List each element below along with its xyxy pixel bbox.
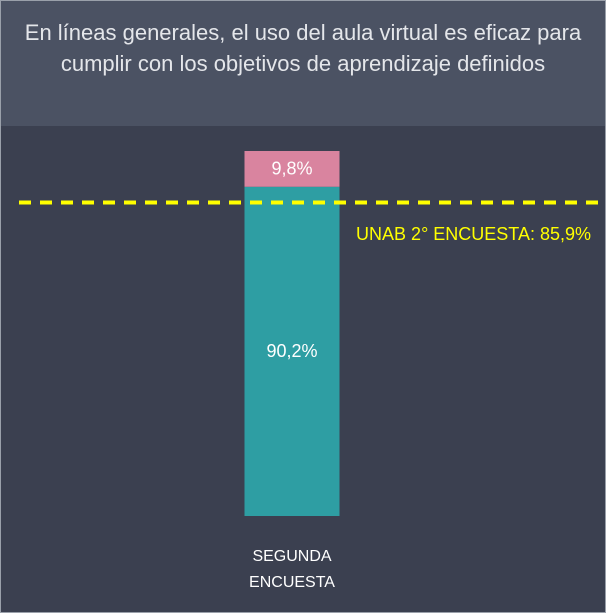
bar-segment — [244, 151, 340, 187]
reference-label: UNAB 2° ENCUESTA: 85,9% — [356, 224, 591, 244]
value-label: 9,8% — [271, 159, 312, 179]
title-band — [1, 1, 605, 126]
value-label: 90,2% — [266, 341, 317, 361]
bar-segment — [244, 186, 340, 516]
chart-title: En líneas generales, el uso del aula vir… — [24, 20, 582, 76]
x-tick-label: SEGUNDA ENCUESTA — [249, 548, 335, 591]
